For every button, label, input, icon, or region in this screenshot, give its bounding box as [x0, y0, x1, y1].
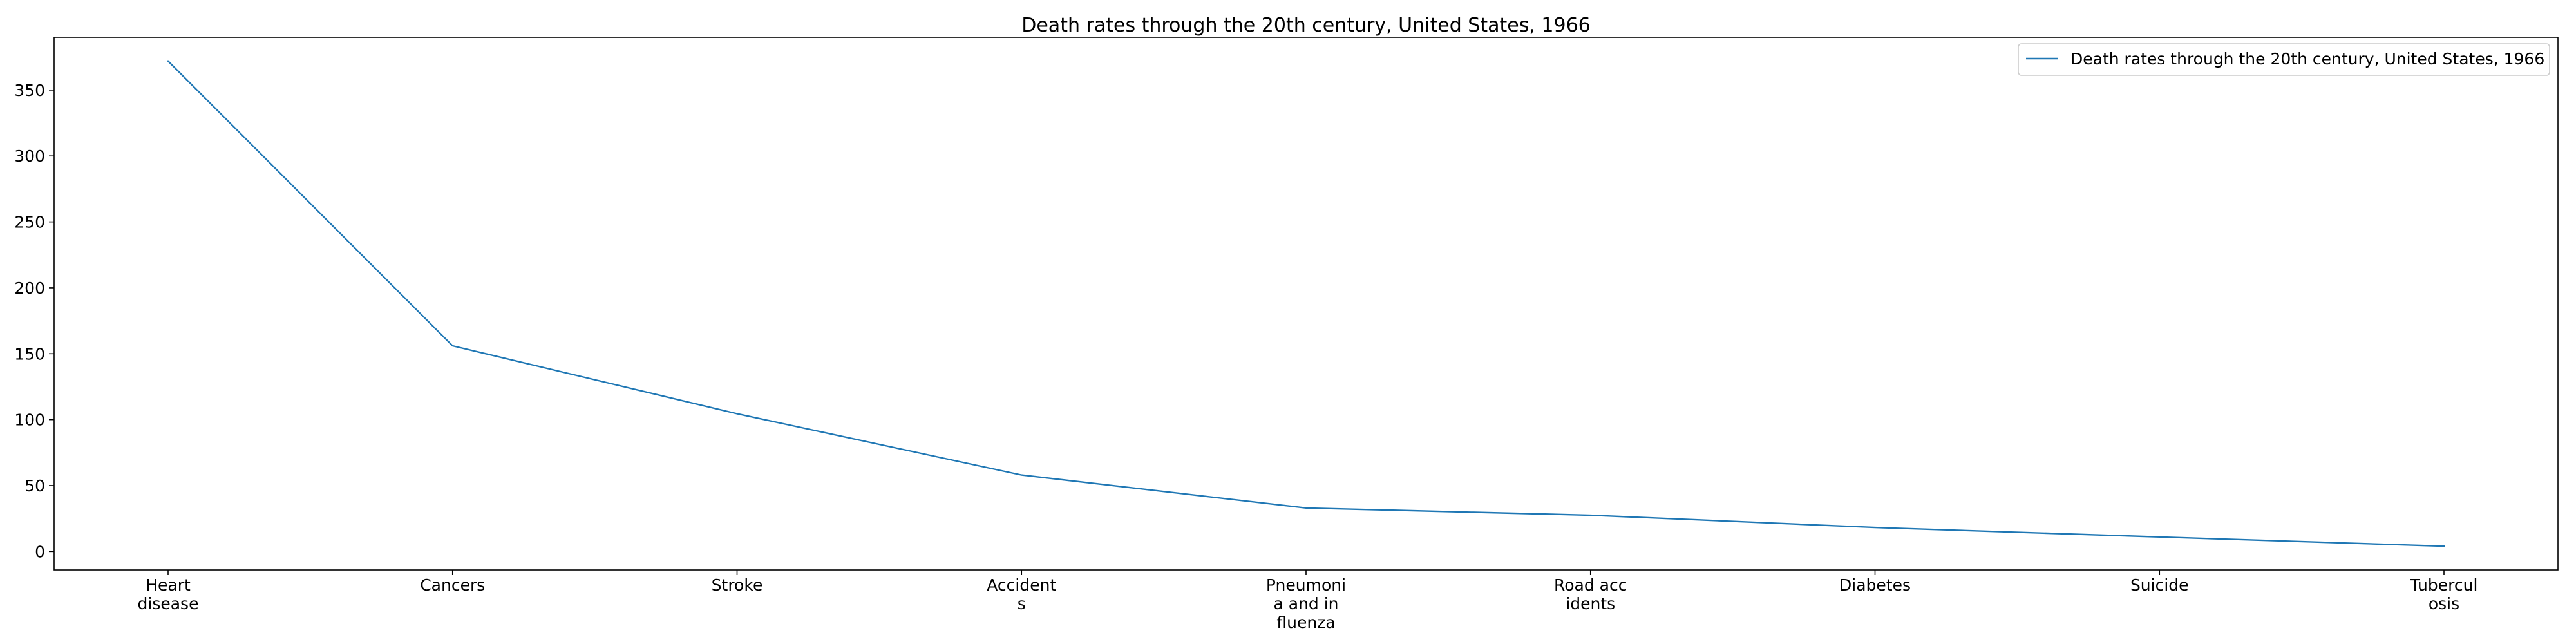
x-tick-label-line: Suicide [2130, 576, 2189, 594]
x-tick-label: Cancers [420, 576, 485, 594]
x-tick-label-line: idents [1566, 594, 1615, 613]
y-tick-label: 50 [24, 477, 45, 495]
x-tick-label: Pneumoni a and in fluenza [1266, 576, 1346, 632]
legend: Death rates through the 20th century, Un… [2018, 43, 2550, 76]
chart-title: Death rates through the 20th century, Un… [1021, 14, 1591, 37]
y-tick-label: 100 [14, 411, 45, 430]
x-tick-label-line: a and in [1273, 594, 1338, 613]
plot-area: 0 50 100 150 200 250 300 350 Heart disease Cancers… [14, 60, 2478, 632]
x-tick-label-line: Stroke [712, 576, 763, 594]
legend-label: Death rates through the 20th century, Un… [2070, 50, 2544, 68]
x-tick-label-line: Cancers [420, 576, 485, 594]
y-tick-label: 0 [35, 542, 45, 561]
x-tick-label-line: fluenza [1276, 613, 1335, 632]
x-tick-label: Accident s [987, 576, 1056, 613]
x-tick-label: Diabetes [1839, 576, 1911, 594]
y-tick-label: 250 [14, 213, 45, 232]
legend-box [2018, 43, 2550, 76]
x-tick-label-line: Tubercul [2410, 576, 2478, 594]
x-tick-label-line: Diabetes [1839, 576, 1911, 594]
x-tick-label-line: Heart [146, 576, 191, 594]
x-tick-label-line: Pneumoni [1266, 576, 1346, 594]
x-tick-label: Stroke [712, 576, 763, 594]
series-line [167, 60, 2445, 547]
y-tick-label: 300 [14, 147, 45, 166]
y-tick-label: 150 [14, 345, 45, 363]
x-tick-label: Road acc idents [1554, 576, 1627, 613]
x-tick-label-line: disease [138, 594, 199, 613]
x-tick-label: Tubercul osis [2410, 576, 2478, 613]
x-tick-label-line: osis [2429, 594, 2459, 613]
x-tick-label: Heart disease [138, 576, 199, 613]
x-tick-label: Suicide [2130, 576, 2189, 594]
x-tick-label-line: s [1018, 594, 1026, 613]
x-tick-label-line: Road acc [1554, 576, 1627, 594]
y-tick-label: 200 [14, 279, 45, 298]
y-tick-label: 350 [14, 81, 45, 100]
x-tick-label-line: Accident [987, 576, 1056, 594]
axes-frame [53, 37, 2559, 571]
